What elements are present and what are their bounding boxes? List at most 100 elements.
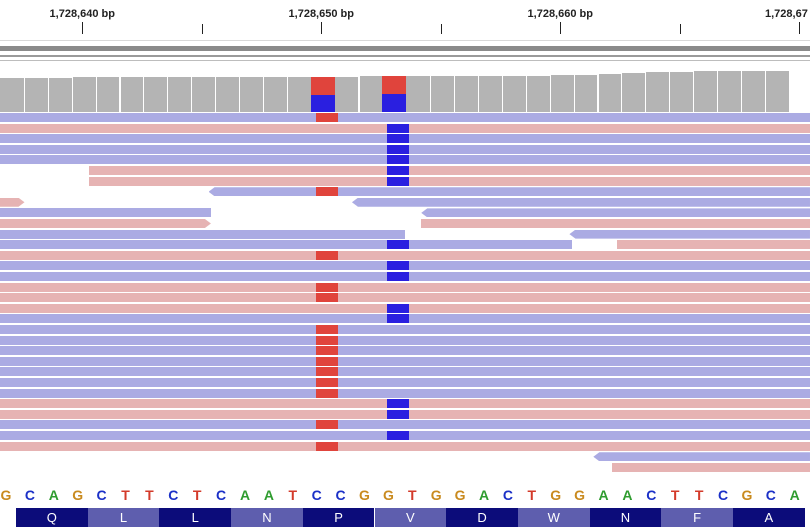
coverage-bar[interactable] xyxy=(262,77,287,112)
coverage-bar[interactable] xyxy=(430,76,455,112)
aligned-read[interactable] xyxy=(0,420,810,430)
coverage-bar[interactable] xyxy=(621,73,646,112)
sequence-base: G xyxy=(359,487,370,503)
aligned-read[interactable] xyxy=(0,198,25,207)
coverage-divider xyxy=(573,75,575,112)
aligned-read[interactable] xyxy=(0,325,810,334)
coverage-bar[interactable] xyxy=(310,77,335,112)
aligned-read[interactable] xyxy=(569,229,810,239)
coverage-bar[interactable] xyxy=(47,78,72,112)
sequence-base: T xyxy=(408,487,417,503)
amino-acid-cell: L xyxy=(87,508,160,527)
sequence-base: C xyxy=(646,487,657,503)
sequence-base: C xyxy=(96,487,107,503)
genomic-ruler: 1,728,640 bp 1,728,650 bp 1,728,660 bp 1,72… xyxy=(0,0,810,41)
aligned-read[interactable] xyxy=(0,356,810,366)
coverage-bar[interactable] xyxy=(478,76,502,112)
coverage-bar[interactable] xyxy=(95,77,120,112)
coverage-divider xyxy=(740,71,742,112)
aligned-read[interactable] xyxy=(0,441,810,451)
amino-acid-cell: L xyxy=(159,508,232,527)
coverage-mismatch-segment xyxy=(310,94,335,112)
amino-acid-cell: V xyxy=(374,508,447,527)
coverage-bar[interactable] xyxy=(669,72,694,112)
coverage-bar[interactable] xyxy=(23,78,48,112)
aligned-read[interactable] xyxy=(421,208,810,218)
mismatch-marker xyxy=(315,293,338,303)
coverage-bar[interactable] xyxy=(764,71,789,112)
aligned-read[interactable] xyxy=(593,452,810,462)
aligned-read[interactable] xyxy=(89,176,810,186)
ruler-tick xyxy=(679,24,681,34)
coverage-bar[interactable] xyxy=(501,76,526,112)
coverage-bar[interactable] xyxy=(573,75,598,112)
coverage-bar[interactable] xyxy=(382,76,407,112)
coverage-bar[interactable] xyxy=(549,75,574,112)
sequence-base: G xyxy=(550,487,562,503)
aligned-read[interactable] xyxy=(0,113,810,122)
coverage-bar[interactable] xyxy=(0,78,24,112)
aligned-read[interactable] xyxy=(89,166,810,175)
mismatch-marker xyxy=(315,356,338,366)
aligned-read[interactable] xyxy=(0,335,810,345)
coverage-divider xyxy=(597,74,599,112)
aligned-read[interactable] xyxy=(0,229,405,239)
coverage-bar[interactable] xyxy=(119,77,144,112)
aligned-read[interactable] xyxy=(208,187,810,197)
ruler-tick xyxy=(440,24,442,34)
mismatch-marker xyxy=(387,176,410,186)
coverage-bar[interactable] xyxy=(71,77,96,112)
aligned-read[interactable] xyxy=(0,293,810,303)
aligned-read[interactable] xyxy=(612,462,810,472)
alignment-track[interactable] xyxy=(0,113,810,483)
coverage-bar[interactable] xyxy=(406,76,431,112)
sequence-base: A xyxy=(48,487,59,503)
coverage-bar[interactable] xyxy=(215,77,239,112)
aligned-read[interactable] xyxy=(421,219,810,228)
aligned-read[interactable] xyxy=(0,282,810,292)
coverage-bar[interactable] xyxy=(693,71,717,112)
coverage-bar[interactable] xyxy=(358,76,383,112)
mismatch-marker xyxy=(387,166,410,175)
coverage-bar[interactable] xyxy=(454,76,478,112)
coverage-bar[interactable] xyxy=(525,76,550,112)
sequence-base: T xyxy=(527,487,537,503)
aligned-read[interactable] xyxy=(0,219,211,228)
coverage-bar[interactable] xyxy=(645,72,670,112)
aligned-read[interactable] xyxy=(0,346,810,356)
amino-acid-cell: W xyxy=(517,508,590,527)
coverage-bar[interactable] xyxy=(191,77,216,112)
mismatch-marker xyxy=(387,303,410,313)
coverage-bar[interactable] xyxy=(167,77,192,112)
coverage-divider xyxy=(525,76,527,112)
aligned-read[interactable] xyxy=(0,250,810,260)
mismatch-marker xyxy=(387,314,410,324)
coverage-divider xyxy=(262,77,264,112)
coverage-divider xyxy=(478,76,479,112)
aligned-read[interactable] xyxy=(0,388,810,398)
sequence-base: C xyxy=(717,487,729,503)
ruler-tick xyxy=(321,22,323,34)
mismatch-marker xyxy=(387,134,410,144)
coverage-bar[interactable] xyxy=(717,71,741,112)
coverage-bar[interactable] xyxy=(597,74,622,112)
coverage-bar[interactable] xyxy=(740,71,765,112)
coverage-track[interactable] xyxy=(0,62,810,112)
coverage-divider xyxy=(501,76,503,112)
coverage-bar[interactable] xyxy=(286,77,311,112)
aligned-read[interactable] xyxy=(0,367,810,377)
sequence-base: G xyxy=(382,487,394,503)
mismatch-marker xyxy=(315,388,338,398)
aligned-read[interactable] xyxy=(0,208,211,218)
coverage-divider xyxy=(717,71,718,112)
mismatch-marker xyxy=(387,272,410,281)
coverage-mismatch-segment xyxy=(310,77,335,95)
aligned-read[interactable] xyxy=(351,197,810,207)
coverage-bar[interactable] xyxy=(143,77,168,112)
coverage-bar[interactable] xyxy=(239,77,263,112)
aligned-read[interactable] xyxy=(0,378,810,387)
aligned-read[interactable] xyxy=(0,240,572,250)
aligned-read[interactable] xyxy=(617,240,810,250)
coverage-bar[interactable] xyxy=(334,77,359,112)
